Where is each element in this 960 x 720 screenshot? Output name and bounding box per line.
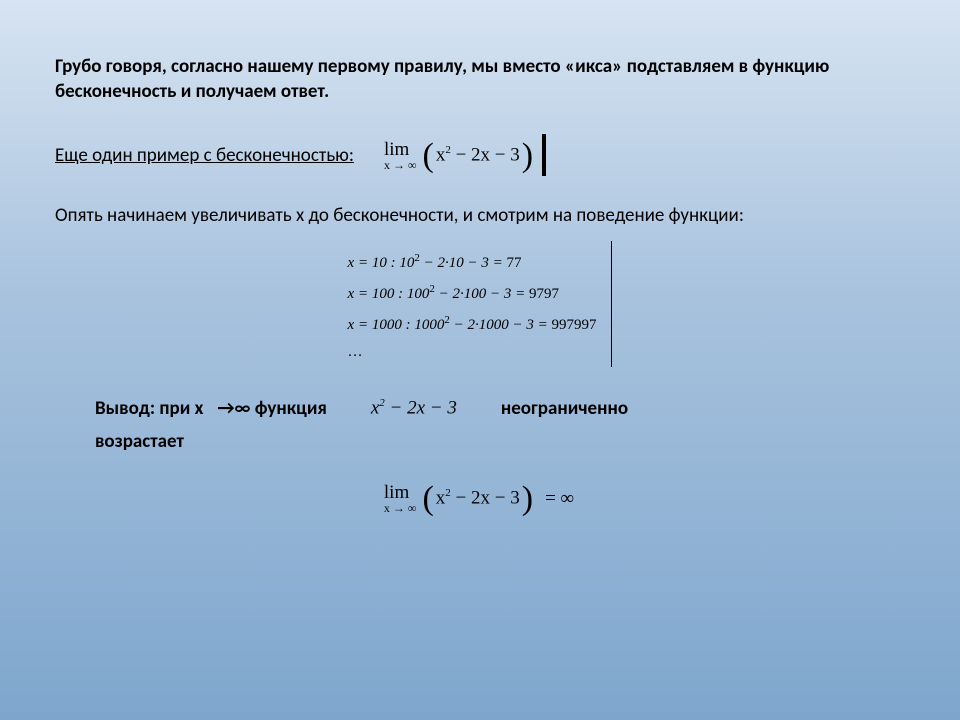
- calc-dots: …: [348, 340, 597, 361]
- intro-paragraph: Грубо говоря, согласно нашему первому пр…: [55, 55, 905, 104]
- lim-expr: x2 − 2x − 3: [434, 144, 522, 166]
- example-row: Еще один пример с бесконечностью: lim x …: [55, 134, 905, 176]
- lim-operator-final: lim x → ∞: [384, 483, 417, 514]
- final-row: lim x → ∞ ( x2 − 2x − 3 ) = ∞: [55, 483, 905, 514]
- lim-sub-final: x → ∞: [384, 502, 417, 514]
- open-paren-final: (: [422, 485, 433, 512]
- conclusion-expr: x2 − 2x − 3: [341, 397, 487, 419]
- example-label: Еще один пример с бесконечностью:: [55, 144, 354, 167]
- close-paren: ): [522, 142, 533, 169]
- calc-line-2: x = 100 : 1002 − 2·100 − 3 = 9797: [348, 278, 597, 309]
- calc-block-wrap: x = 10 : 102 − 2·10 − 3 = 77 x = 100 : 1…: [55, 247, 905, 361]
- eq-infty: = ∞: [543, 488, 576, 510]
- lim-expr-final: x2 − 2x − 3: [434, 487, 522, 509]
- conclusion-arrow: →∞ функция: [217, 397, 327, 420]
- open-paren: (: [423, 142, 434, 169]
- slide: Грубо говоря, согласно нашему первому пр…: [0, 0, 960, 720]
- close-paren-final: ): [522, 485, 533, 512]
- lim-sub: x → ∞: [384, 159, 417, 171]
- limit-formula-1: lim x → ∞ ( x2 − 2x − 3 ): [384, 134, 546, 176]
- lim-expr-paren: ( x2 − 2x − 3 ): [423, 142, 534, 169]
- calc-box: x = 10 : 102 − 2·10 − 3 = 77 x = 100 : 1…: [348, 247, 613, 361]
- conclusion-t1: Вывод: при x: [95, 397, 203, 420]
- cursor-bar: [542, 134, 546, 176]
- calc-line-1: x = 10 : 102 − 2·10 − 3 = 77: [348, 247, 597, 278]
- limit-formula-final: lim x → ∞ ( x2 − 2x − 3 ) = ∞: [384, 483, 576, 514]
- lim-text-final: lim: [384, 483, 409, 502]
- conclusion-row: Вывод: при x →∞ функция x2 − 2x − 3 неог…: [95, 397, 905, 453]
- conclusion-t2: неограниченно: [501, 397, 628, 420]
- conclusion-t3: возрастает: [95, 430, 905, 453]
- lim-operator: lim x → ∞: [384, 140, 417, 171]
- behavior-sentence: Опять начинаем увеличивать x до бесконеч…: [55, 204, 905, 229]
- lim-text: lim: [384, 140, 409, 159]
- calc-line-3: x = 1000 : 10002 − 2·1000 − 3 = 997997: [348, 309, 597, 340]
- lim-expr-paren-final: ( x2 − 2x − 3 ): [422, 485, 533, 512]
